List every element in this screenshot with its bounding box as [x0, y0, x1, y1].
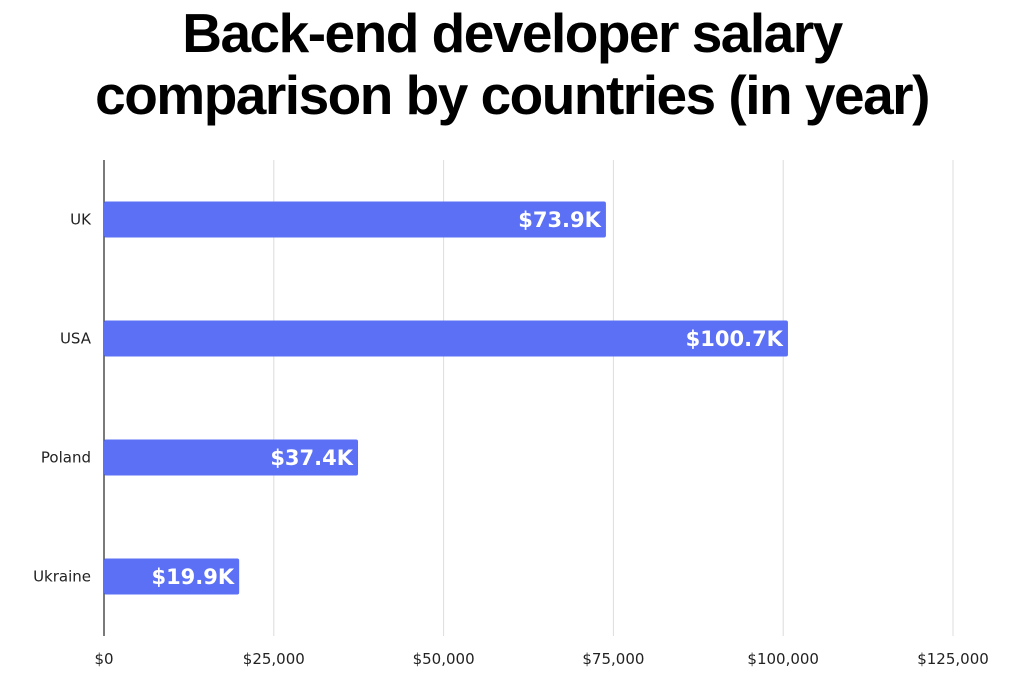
- bar-value-label: $19.9K: [151, 565, 234, 589]
- bar-value-label: $100.7K: [686, 327, 784, 351]
- x-tick-label: $50,000: [413, 650, 475, 668]
- x-tick-label: $100,000: [747, 650, 819, 668]
- bar-uk: [104, 201, 606, 238]
- category-label: Poland: [41, 449, 91, 467]
- x-tick-label: $0: [94, 650, 113, 668]
- chart-title: Back-end developer salary comparison by …: [0, 2, 1024, 126]
- category-label: Ukraine: [33, 568, 91, 586]
- grid-lines: [103, 160, 954, 636]
- category-label: UK: [70, 211, 92, 229]
- x-tick-label: $125,000: [917, 650, 989, 668]
- x-axis-tick-labels: $0 $25,000 $50,000 $75,000 $100,000 $125,000: [94, 650, 988, 668]
- bar-usa: [104, 320, 788, 357]
- bar-value-labels: $73.9K $100.7K $37.4K $19.9K: [151, 208, 783, 589]
- bar-value-label: $73.9K: [518, 208, 601, 232]
- chart-title-line-1: Back-end developer salary: [182, 2, 843, 64]
- x-tick-label: $25,000: [243, 650, 305, 668]
- bar-poland: [104, 439, 359, 476]
- bar-ukraine: [104, 558, 240, 595]
- chart-title-line-2: comparison by countries (in year): [95, 64, 930, 126]
- x-tick-label: $75,000: [582, 650, 644, 668]
- bar-value-label: $37.4K: [270, 446, 353, 470]
- category-labels: UK USA Poland Ukraine: [33, 211, 92, 586]
- bars: [104, 201, 788, 595]
- category-label: USA: [60, 330, 92, 348]
